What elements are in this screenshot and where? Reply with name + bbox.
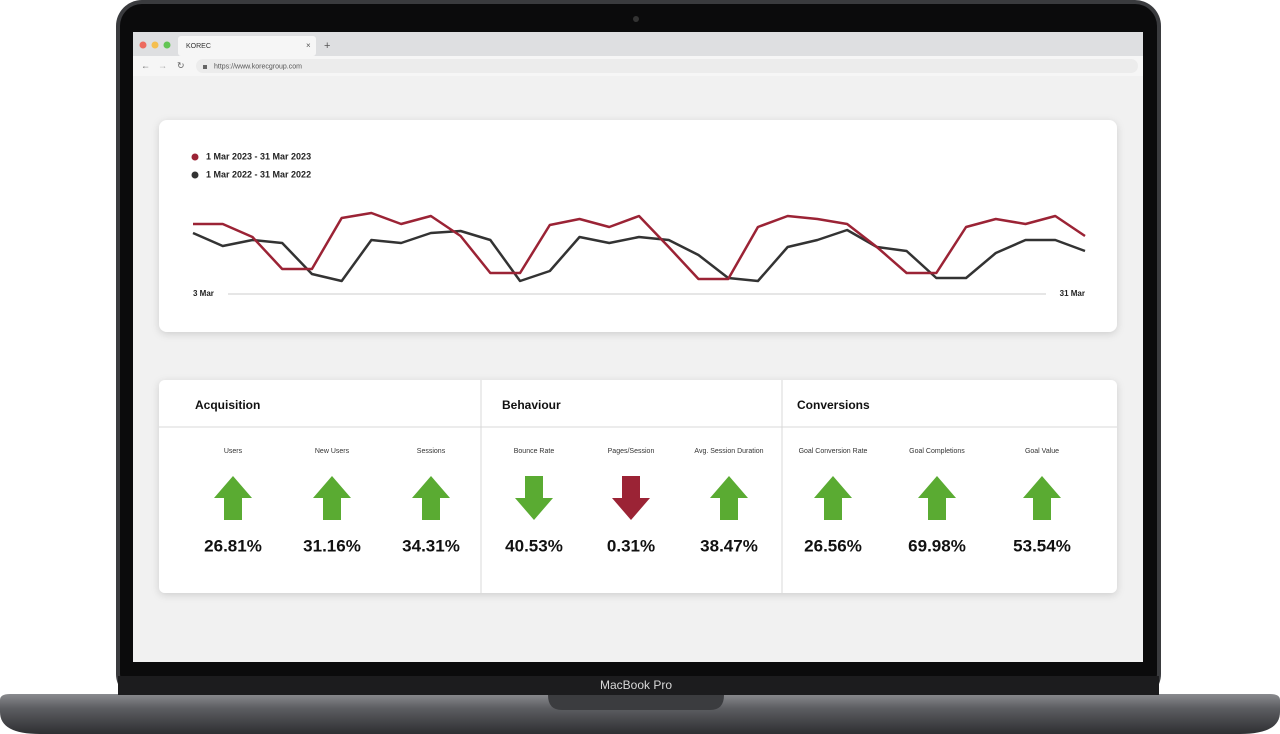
- window-max[interactable]: [163, 41, 171, 49]
- camera: [633, 16, 639, 22]
- metric-value: 38.47%: [700, 536, 758, 555]
- forward[interactable]: →: [158, 60, 167, 70]
- notch: [548, 695, 724, 710]
- x-tick-label: 31 Mar: [1060, 289, 1085, 298]
- legend-label: 1 Mar 2023 - 31 Mar 2023: [206, 151, 311, 161]
- lock-icon: [203, 65, 207, 69]
- metric-value: 0.31%: [607, 536, 655, 555]
- tab-close[interactable]: ×: [306, 41, 311, 50]
- metric-label: Goal Conversion Rate: [799, 448, 868, 455]
- back[interactable]: ←: [141, 60, 150, 70]
- legend-label: 1 Mar 2022 - 31 Mar 2022: [206, 169, 311, 179]
- series-line: [193, 211, 1086, 281]
- x-tick-label: 3 Mar: [193, 289, 214, 298]
- metric-label: Goal Value: [1025, 448, 1059, 455]
- metric-value: 26.56%: [804, 536, 862, 555]
- address-bar[interactable]: [196, 59, 1138, 73]
- arrow-up: [710, 476, 748, 520]
- laptop-base: [0, 694, 1280, 734]
- arrow-up: [412, 476, 450, 520]
- series-line: [192, 228, 1086, 283]
- arrow-up: [1023, 476, 1061, 520]
- metric-value: 34.31%: [402, 536, 460, 555]
- url: https://www.korecgroup.com: [214, 63, 302, 70]
- metric-label: Users: [224, 448, 243, 455]
- window-close[interactable]: [139, 41, 147, 49]
- metric-value: 26.81%: [204, 536, 262, 555]
- metric-value: 69.98%: [908, 536, 966, 555]
- metric-label: Pages/Session: [608, 448, 655, 455]
- tab-title: KOREC: [186, 43, 211, 50]
- chin: [118, 676, 1159, 695]
- arrow-up: [214, 476, 252, 520]
- arrow-down: [515, 476, 553, 520]
- section-title: Behaviour: [502, 398, 561, 412]
- metric-label: New Users: [315, 448, 350, 455]
- arrow-up: [313, 476, 351, 520]
- new-tab[interactable]: +: [324, 40, 330, 52]
- section-title: Conversions: [797, 398, 870, 412]
- tab[interactable]: [178, 36, 316, 56]
- metric-value: 40.53%: [505, 536, 563, 555]
- device-label: MacBook Pro: [600, 678, 672, 692]
- legend-marker: [191, 171, 199, 179]
- legend-marker: [191, 153, 199, 161]
- metric-value: 53.54%: [1013, 536, 1071, 555]
- metric-label: Sessions: [417, 448, 446, 455]
- reload[interactable]: ↻: [177, 60, 185, 70]
- arrow-up: [918, 476, 956, 520]
- metric-value: 31.16%: [303, 536, 361, 555]
- window-min[interactable]: [151, 41, 159, 49]
- metric-label: Avg. Session Duration: [694, 448, 763, 455]
- arrow-down: [612, 476, 650, 520]
- arrow-up: [814, 476, 852, 520]
- section-title: Acquisition: [195, 398, 260, 412]
- metric-label: Bounce Rate: [514, 448, 555, 455]
- metric-label: Goal Completions: [909, 448, 965, 455]
- chart-card: [159, 120, 1117, 332]
